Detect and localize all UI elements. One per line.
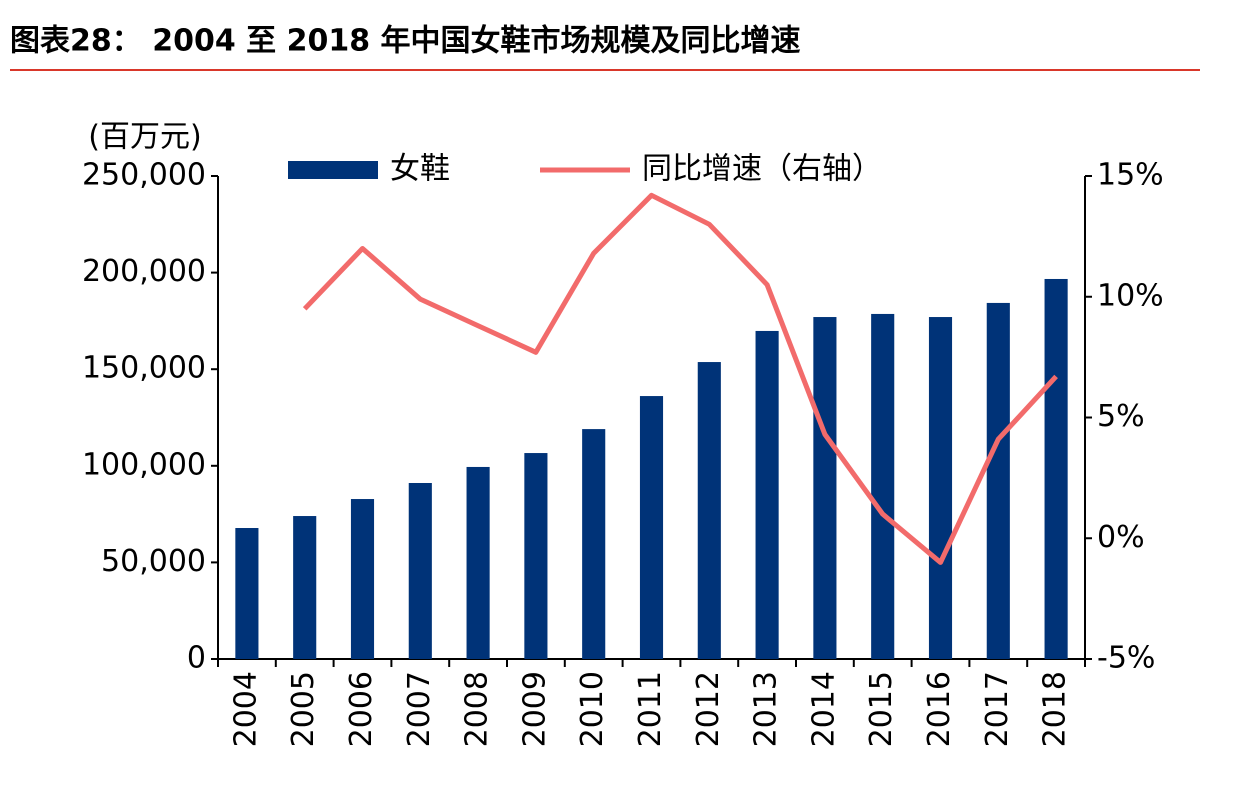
y-tick-label: 250,000 xyxy=(82,158,206,193)
x-tick-label: 2016 xyxy=(922,671,957,747)
x-tick-label: 2012 xyxy=(691,671,726,747)
y-tick-label: 100,000 xyxy=(82,447,206,482)
x-tick-label: 2013 xyxy=(749,671,784,747)
x-tick-label: 2004 xyxy=(228,671,263,747)
bar xyxy=(524,453,548,659)
y-tick-label: 0 xyxy=(187,641,206,676)
bar xyxy=(235,528,259,659)
y2-tick-label: 5% xyxy=(1097,399,1145,434)
x-tick-label: 2007 xyxy=(402,671,437,747)
bar xyxy=(408,482,432,659)
bar xyxy=(582,429,606,659)
bar xyxy=(928,317,953,659)
bar xyxy=(1044,278,1068,659)
bar xyxy=(293,516,317,659)
x-tick-label: 2005 xyxy=(286,671,321,747)
legend-label: 女鞋 xyxy=(390,152,450,187)
chart-title: 图表28： 2004 至 2018 年中国女鞋市场规模及同比增速 xyxy=(10,24,801,59)
y2-tick-label: 10% xyxy=(1097,278,1164,313)
line xyxy=(302,192,1058,565)
bar xyxy=(466,466,490,659)
bar xyxy=(755,330,779,659)
legend-swatch xyxy=(288,161,378,179)
legend-label: 同比增速（右轴） xyxy=(642,152,882,187)
x-tick-label: 2014 xyxy=(806,671,841,747)
x-tick-label: 2006 xyxy=(344,671,379,747)
x-tick-label: 2010 xyxy=(575,671,610,747)
bar xyxy=(697,362,721,659)
bar xyxy=(813,317,837,659)
y-tick-label: 50,000 xyxy=(101,544,206,579)
bar xyxy=(350,499,375,659)
x-tick-label: 2008 xyxy=(460,671,495,747)
bar xyxy=(871,313,895,659)
bar xyxy=(639,396,664,659)
y2-tick-label: 15% xyxy=(1097,158,1164,193)
x-tick-label: 2011 xyxy=(633,671,668,747)
bar xyxy=(986,302,1010,659)
y2-tick-label: 0% xyxy=(1097,520,1145,555)
x-tick-label: 2015 xyxy=(864,671,899,747)
x-tick-label: 2009 xyxy=(517,671,552,747)
y-axis-label: (百万元) xyxy=(88,120,201,155)
x-tick-label: 2018 xyxy=(1038,671,1073,747)
y-tick-label: 150,000 xyxy=(82,351,206,386)
y-tick-label: 200,000 xyxy=(82,254,206,289)
y2-tick-label: -5% xyxy=(1097,641,1155,676)
x-tick-label: 2017 xyxy=(980,671,1015,747)
